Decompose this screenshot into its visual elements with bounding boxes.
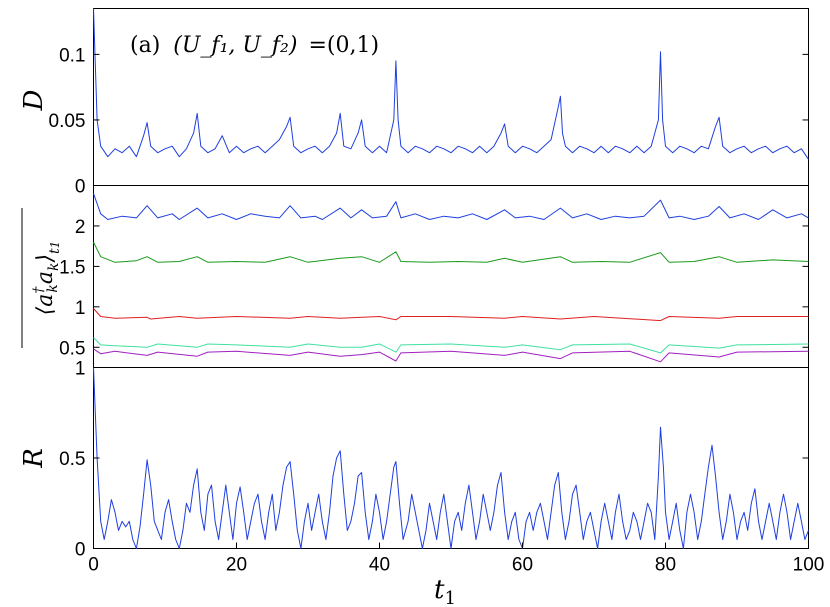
xtick-label: 40 xyxy=(369,555,390,576)
panel-bottom-series-group xyxy=(93,367,809,549)
panel-middle-frame xyxy=(93,185,809,368)
panel-top: 0 0.05 0.1 D (a) (U_f₁, U_f₂) =(0,1) xyxy=(19,8,809,198)
ytick-label: 2 xyxy=(75,217,86,238)
panel-bottom-xticks: 0 20 40 60 80 100 xyxy=(88,542,825,576)
annotation-eq: =(0,1) xyxy=(308,33,379,58)
panel-top-annotation: (a) (U_f₁, U_f₂) =(0,1) xyxy=(130,33,379,58)
series-line-4 xyxy=(93,337,809,354)
ylabel-text: ⟨a†kak⟩t1 xyxy=(31,241,63,316)
panel-top-ylabel: D xyxy=(19,89,49,111)
panel-bottom-xlabel: t1 xyxy=(434,575,456,607)
panel-top-series-group xyxy=(93,8,809,160)
panel-middle-series-group xyxy=(93,193,809,363)
ytick-label: 1.5 xyxy=(59,257,85,278)
ytick-label: 0 xyxy=(75,540,86,561)
ytick-label: 1 xyxy=(75,359,86,380)
series-line-1 xyxy=(93,367,809,549)
panel-bottom-yticks: 00.51 xyxy=(59,359,809,561)
xtick-label: 20 xyxy=(226,555,247,576)
ytick-label: 0.05 xyxy=(49,111,86,132)
series-line-1 xyxy=(93,193,809,220)
ytick-label: 0.1 xyxy=(59,45,85,66)
ytick-label: 0.5 xyxy=(59,449,85,470)
panel-bottom: 00.51 0 20 40 60 80 100 R t1 xyxy=(19,359,824,607)
panel-middle-yticks: 0.5 1 1.5 2 xyxy=(59,217,809,359)
series-line-3 xyxy=(93,308,809,322)
panel-middle: 0.5 1 1.5 2 ⟨a†kak⟩t1 xyxy=(21,185,809,368)
panel-middle-ylabel: ⟨a†kak⟩t1 xyxy=(21,208,63,348)
series-line-2 xyxy=(93,241,809,263)
ytick-label: 0.5 xyxy=(59,338,85,359)
xtick-label: 60 xyxy=(512,555,533,576)
annotation-vars: (U_f₁, U_f₂) xyxy=(173,33,297,58)
ytick-label: 1 xyxy=(75,298,86,319)
panel-top-yticks: 0 0.05 0.1 xyxy=(49,45,809,198)
series-line-1 xyxy=(93,8,809,160)
xtick-label: 0 xyxy=(88,555,99,576)
series-line-5 xyxy=(93,348,809,363)
annotation-prefix: (a) xyxy=(130,33,160,58)
ytick-label: 0 xyxy=(75,177,86,198)
xtick-label: 80 xyxy=(655,555,676,576)
panel-bottom-ylabel: R xyxy=(19,448,49,469)
xtick-label: 100 xyxy=(793,555,825,576)
